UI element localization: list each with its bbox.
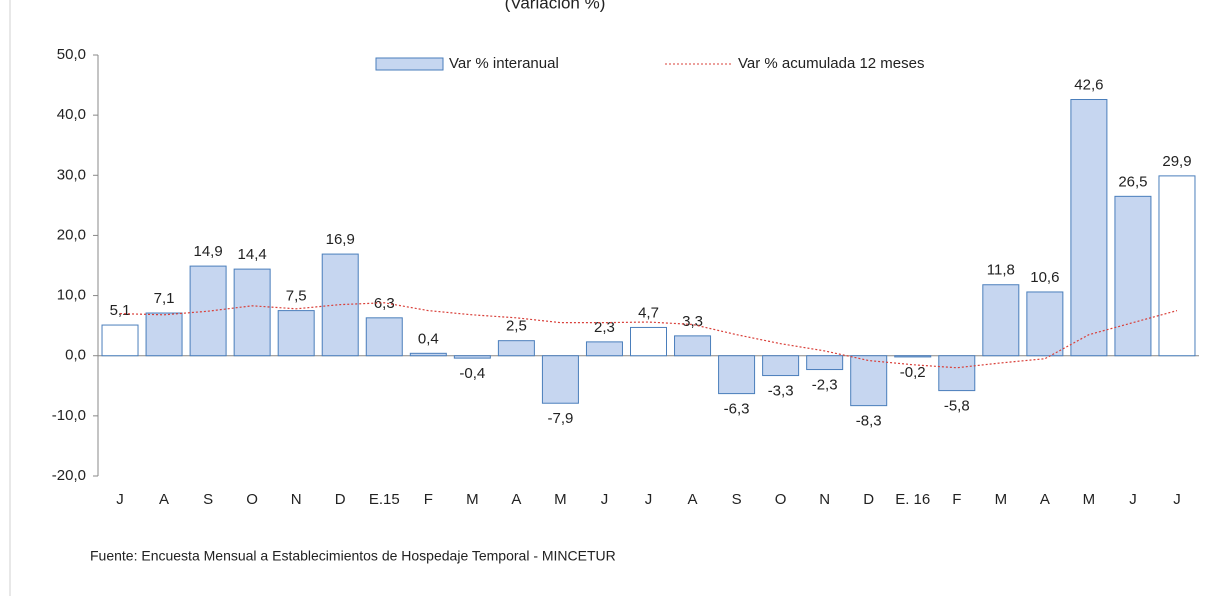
data-label: -2,3	[812, 377, 838, 394]
x-tick-label: D	[335, 491, 346, 508]
data-label: 2,5	[506, 318, 527, 335]
bar	[894, 355, 932, 358]
bar	[453, 355, 491, 359]
legend-label: Var % interanual	[449, 55, 559, 72]
source-note: Fuente: Encuesta Mensual a Establecimien…	[90, 548, 616, 564]
x-tick-label: J	[1173, 491, 1181, 508]
x-tick-label: M	[466, 491, 479, 508]
data-label: 7,5	[286, 288, 307, 305]
x-tick-label: N	[291, 491, 302, 508]
x-tick-label: D	[863, 491, 874, 508]
x-tick-label: A	[1040, 491, 1050, 508]
x-tick-label: M	[995, 491, 1008, 508]
legend-label: Var % acumulada 12 meses	[738, 55, 924, 72]
bar	[630, 326, 667, 357]
line	[120, 302, 1178, 369]
bar	[585, 341, 623, 357]
data-label: 14,9	[193, 243, 222, 260]
data-label: -8,3	[856, 413, 882, 430]
data-label: 10,6	[1030, 269, 1059, 286]
data-label: 0,4	[418, 330, 439, 347]
x-tick-label: E. 16	[895, 491, 930, 508]
x-tick-label: E.15	[369, 491, 400, 508]
data-label: 29,9	[1162, 153, 1191, 170]
x-tick-label: F	[424, 491, 433, 508]
bar	[277, 310, 315, 357]
data-label: 14,4	[238, 246, 267, 263]
bar	[145, 312, 183, 357]
bar	[233, 268, 271, 357]
bar	[718, 355, 756, 395]
bar	[409, 352, 447, 357]
data-label: -3,3	[768, 383, 794, 400]
data-label: -7,9	[547, 410, 573, 427]
y-tick-label: 0,0	[65, 347, 86, 364]
y-tick-label: 10,0	[57, 287, 86, 304]
data-label: 3,3	[682, 313, 703, 330]
x-tick-label: M	[554, 491, 567, 508]
data-label: 2,3	[594, 319, 615, 336]
legend-swatch	[375, 57, 444, 71]
y-tick-label: 50,0	[57, 46, 86, 63]
y-tick-label: -20,0	[52, 467, 86, 484]
data-label: -6,3	[724, 401, 750, 418]
bar	[850, 355, 888, 407]
bar	[674, 335, 712, 357]
bar	[541, 355, 579, 404]
bar	[762, 355, 800, 377]
y-tick-label: 20,0	[57, 226, 86, 243]
bar	[497, 340, 535, 357]
data-label: 11,8	[987, 262, 1015, 279]
data-label: -5,8	[944, 398, 970, 415]
bar	[1158, 175, 1196, 357]
bar	[101, 324, 139, 357]
data-label: 7,1	[154, 290, 175, 307]
bar	[1114, 195, 1152, 357]
x-tick-label: A	[159, 491, 169, 508]
x-tick-label: J	[601, 491, 609, 508]
x-tick-label: S	[203, 491, 213, 508]
x-tick-label: M	[1083, 491, 1096, 508]
x-tick-label: N	[819, 491, 830, 508]
y-tick-label: 40,0	[57, 106, 86, 123]
y-tick-label: -10,0	[52, 407, 86, 424]
data-label: 16,9	[326, 231, 355, 248]
bar	[1070, 99, 1108, 357]
x-tick-label: F	[952, 491, 961, 508]
data-label: -0,2	[900, 364, 926, 381]
x-tick-label: J	[645, 491, 653, 508]
data-label: 4,7	[638, 304, 659, 321]
bar	[982, 284, 1020, 357]
data-label: -0,4	[459, 365, 485, 382]
x-tick-label: J	[1129, 491, 1137, 508]
bar	[806, 355, 844, 371]
bar	[938, 355, 976, 392]
x-tick-label: J	[116, 491, 124, 508]
bar	[1026, 291, 1064, 357]
data-label: 42,6	[1074, 76, 1103, 93]
bar	[365, 317, 403, 357]
x-tick-label: O	[775, 491, 787, 508]
y-tick-label: 30,0	[57, 166, 86, 183]
data-label: 5,1	[110, 302, 131, 319]
x-tick-label: A	[511, 491, 521, 508]
data-label: 26,5	[1118, 173, 1147, 190]
x-tick-label: O	[246, 491, 258, 508]
x-tick-label: A	[688, 491, 698, 508]
x-tick-label: S	[732, 491, 742, 508]
chart-subtitle: (Variación %)	[505, 0, 606, 12]
